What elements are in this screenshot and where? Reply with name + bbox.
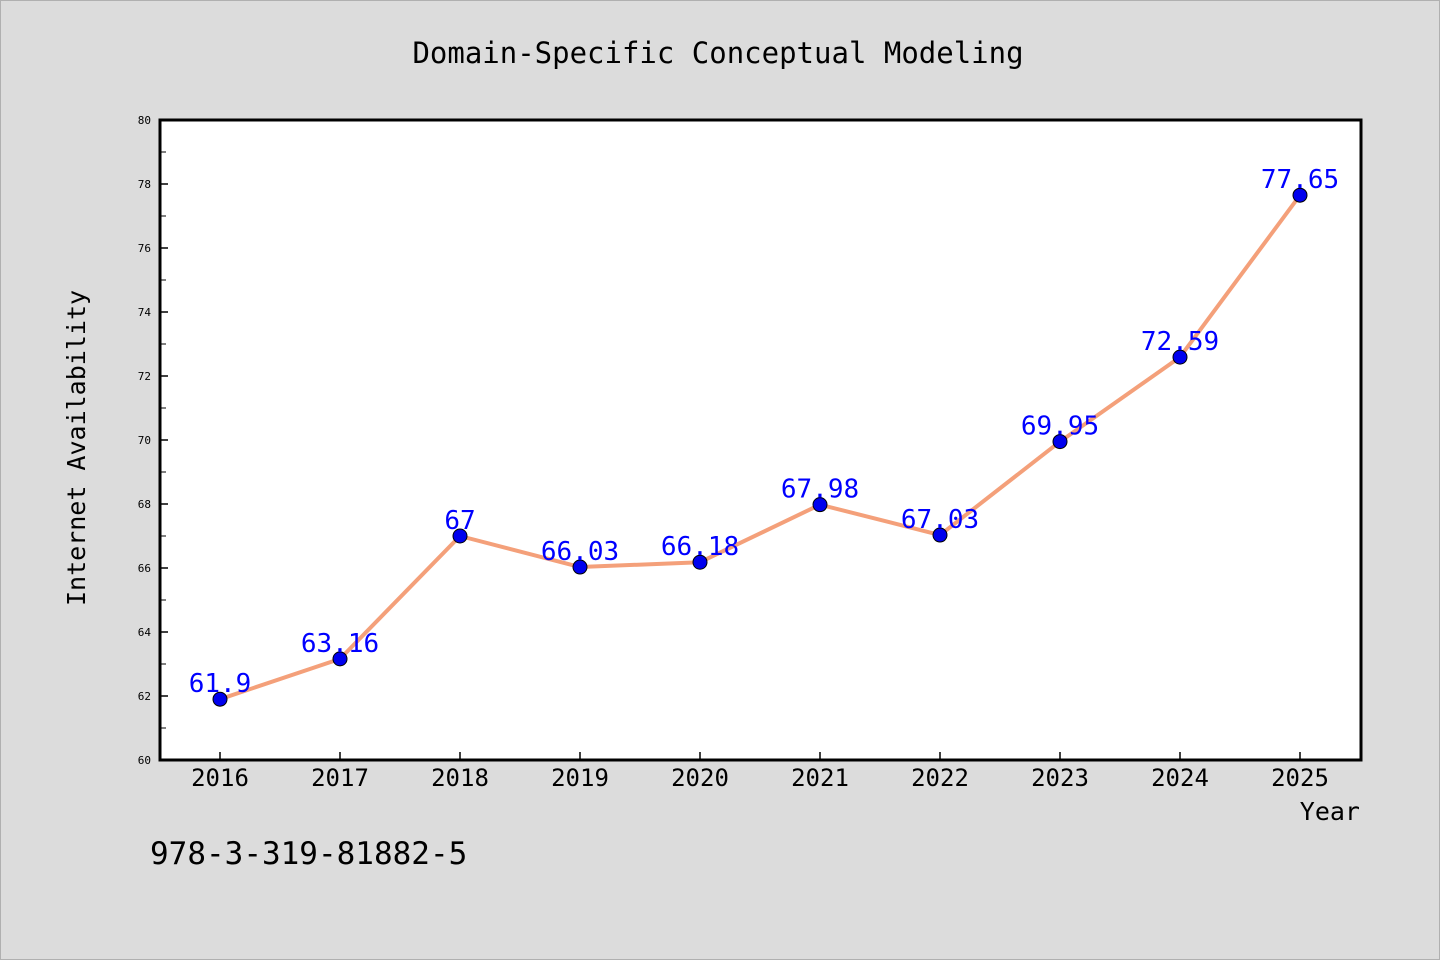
y-tick-label: 70 bbox=[138, 434, 151, 447]
data-point bbox=[812, 497, 828, 513]
y-tick-label: 74 bbox=[138, 306, 152, 319]
data-label: 66.18 bbox=[661, 532, 739, 562]
x-axis-label: Year bbox=[1300, 797, 1360, 826]
data-label: 67.03 bbox=[901, 505, 979, 535]
x-tick-label: 2017 bbox=[311, 764, 369, 792]
x-tick-label: 2021 bbox=[791, 764, 849, 792]
data-point bbox=[1292, 187, 1308, 203]
chart-title: Domain-Specific Conceptual Modeling bbox=[412, 36, 1023, 70]
x-tick-label: 2025 bbox=[1271, 764, 1329, 792]
y-tick-label: 66 bbox=[138, 562, 151, 575]
y-tick-label: 68 bbox=[138, 498, 151, 511]
data-point bbox=[572, 559, 588, 575]
y-tick-label: 60 bbox=[138, 754, 151, 767]
data-point bbox=[452, 528, 468, 544]
x-tick-label: 2022 bbox=[911, 764, 969, 792]
data-label: 63.16 bbox=[301, 629, 379, 659]
data-label: 72.59 bbox=[1141, 327, 1219, 357]
x-tick-label: 2024 bbox=[1151, 764, 1209, 792]
data-label: 67 bbox=[444, 506, 475, 536]
y-axis-label: Internet Availability bbox=[62, 290, 91, 606]
data-point bbox=[932, 527, 948, 543]
x-tick-label: 2023 bbox=[1031, 764, 1089, 792]
data-label: 77.65 bbox=[1261, 165, 1339, 195]
x-tick-label: 2018 bbox=[431, 764, 489, 792]
x-axis-ticks: 2016 2017 2018 2019 2020 2021 2022 2023 2024 2025 bbox=[191, 752, 1329, 792]
x-tick-label: 2016 bbox=[191, 764, 249, 792]
series-line bbox=[219, 194, 1302, 702]
plot-frame bbox=[158, 118, 1363, 762]
data-label: 66.03 bbox=[541, 537, 619, 567]
x-tick-label: 2019 bbox=[551, 764, 609, 792]
data-point bbox=[1052, 434, 1068, 450]
data-label: 67.98 bbox=[781, 475, 859, 505]
data-point bbox=[332, 651, 348, 667]
y-tick-label: 78 bbox=[138, 178, 151, 191]
data-labels: 61.9 63.16 67 66.03 66.18 67.98 67.03 69.95 72.5… bbox=[189, 165, 1339, 699]
plot-area bbox=[160, 120, 1361, 760]
data-point bbox=[212, 691, 228, 707]
y-tick-label: 62 bbox=[138, 690, 151, 703]
data-label: 61.9 bbox=[189, 669, 252, 699]
y-tick-label: 72 bbox=[138, 370, 151, 383]
data-point bbox=[1172, 349, 1188, 365]
footer-text: 978-3-319-81882-5 bbox=[150, 836, 467, 872]
x-tick-label: 2020 bbox=[671, 764, 729, 792]
data-point bbox=[692, 554, 708, 570]
y-tick-label: 64 bbox=[138, 626, 152, 639]
data-label: 69.95 bbox=[1021, 412, 1099, 442]
series-markers bbox=[212, 187, 1308, 707]
y-tick-label: 80 bbox=[138, 114, 151, 127]
y-tick-label: 76 bbox=[138, 242, 151, 255]
